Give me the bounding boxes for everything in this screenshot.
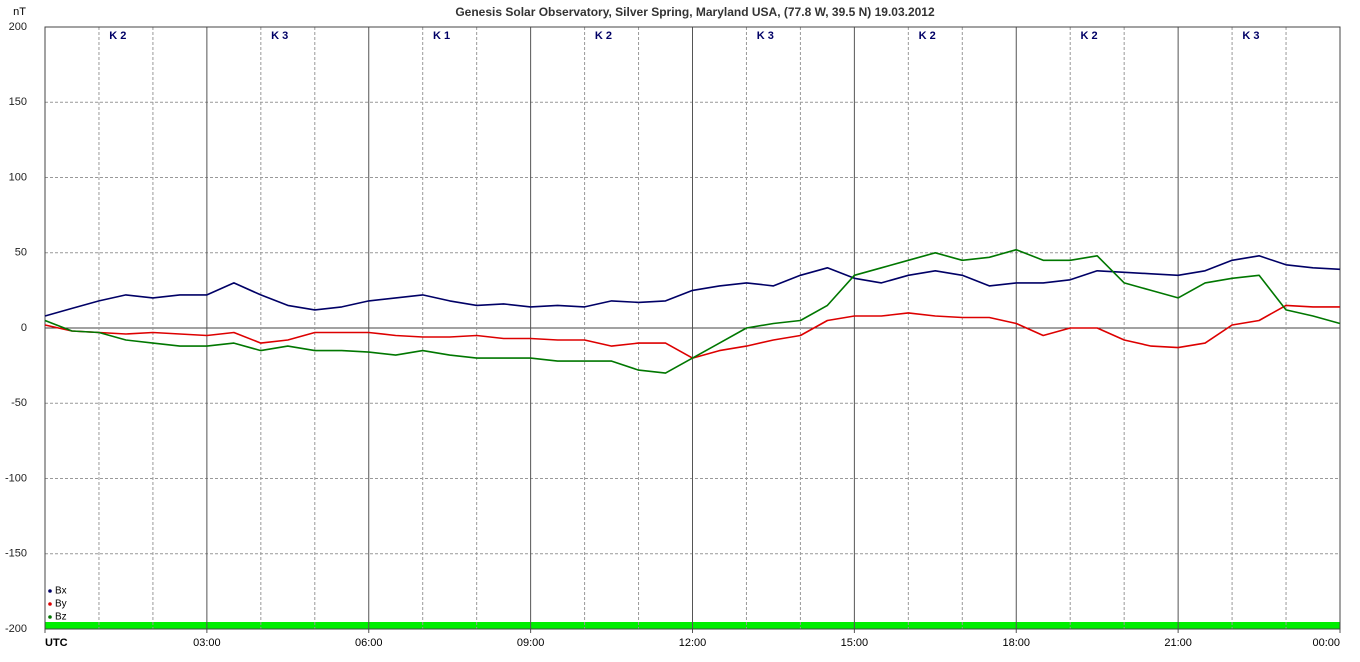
legend-marker xyxy=(48,589,52,593)
x-tick-label: 21:00 xyxy=(1164,637,1192,649)
y-tick-label: 150 xyxy=(9,96,27,108)
k-index: K 2 xyxy=(109,30,126,42)
y-tick-label: 50 xyxy=(15,247,27,259)
y-tick-label: 200 xyxy=(9,21,27,33)
x-tick-label: 00:00 xyxy=(1312,637,1340,649)
x-tick-label: 18:00 xyxy=(1002,637,1030,649)
x-tick-label: 03:00 xyxy=(193,637,221,649)
x-tick-label: 09:00 xyxy=(517,637,545,649)
y-tick-label: -100 xyxy=(5,472,27,484)
k-index: K 2 xyxy=(595,30,612,42)
k-index: K 2 xyxy=(1081,30,1098,42)
legend-marker xyxy=(48,615,52,619)
x-tick-label: 06:00 xyxy=(355,637,383,649)
legend-label: Bx xyxy=(55,586,67,597)
plot-border xyxy=(44,26,1341,630)
k-index: K 2 xyxy=(919,30,936,42)
legend-label: By xyxy=(55,599,67,610)
series-line xyxy=(44,248,1341,374)
legend-label: Bz xyxy=(55,612,67,623)
x-tick-label: 12:00 xyxy=(679,637,707,649)
k-index: K 3 xyxy=(757,30,774,42)
k-index: K 1 xyxy=(433,30,450,42)
k-index: K 3 xyxy=(271,30,288,42)
y-axis-label: nT xyxy=(13,6,26,18)
legend-marker xyxy=(48,602,52,606)
k-index: K 3 xyxy=(1242,30,1259,42)
chart-title: Genesis Solar Observatory, Silver Spring… xyxy=(455,5,935,19)
y-tick-label: -200 xyxy=(5,623,27,635)
x-tick-label: UTC xyxy=(45,637,68,649)
y-tick-label: 100 xyxy=(9,171,27,183)
y-tick-label: -50 xyxy=(11,397,27,409)
y-tick-label: 0 xyxy=(21,322,27,334)
y-tick-label: -150 xyxy=(5,548,27,560)
x-tick-label: 15:00 xyxy=(841,637,869,649)
series-line xyxy=(44,255,1341,317)
